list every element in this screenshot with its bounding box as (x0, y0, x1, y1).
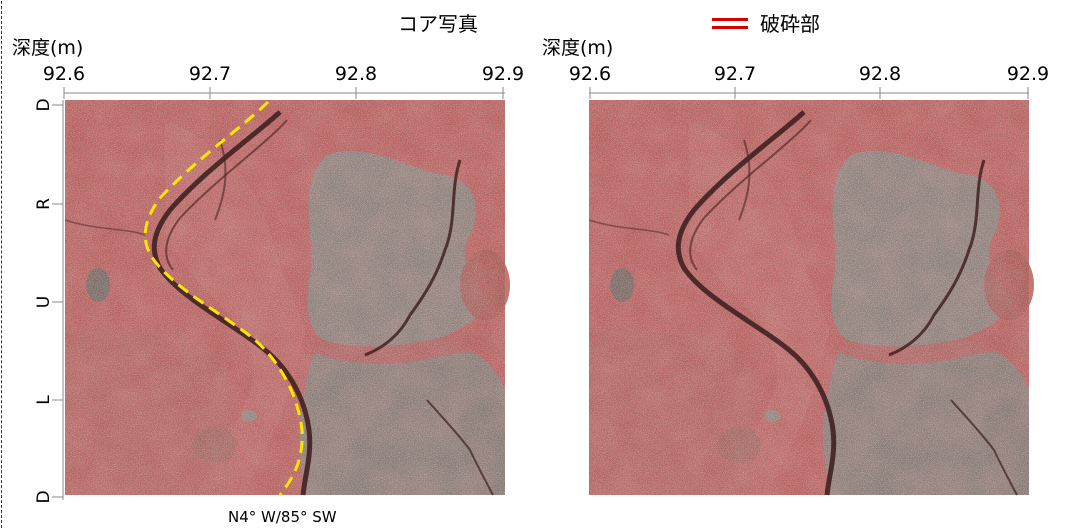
fracture-trace (143, 100, 304, 496)
figure-title: コア写真 (398, 12, 478, 36)
left-tick-label: 92.6 (42, 63, 86, 85)
right-x-axis (589, 87, 1029, 99)
left-panel (52, 87, 510, 500)
left-core-photo (65, 100, 510, 495)
right-tick-label: 92.9 (1006, 63, 1050, 85)
right-tick-label: 92.7 (713, 63, 757, 85)
orientation-label-d-bottom: D (34, 490, 54, 503)
orientation-label-r: R (34, 198, 54, 210)
legend-swatch-top (712, 18, 748, 21)
left-tick-label: 92.8 (334, 63, 378, 85)
right-panel (589, 87, 1034, 495)
legend-swatch-bottom (712, 26, 748, 29)
right-core-photo (589, 100, 1034, 495)
orientation-label-l: L (34, 395, 54, 405)
left-x-axis (63, 87, 505, 99)
right-axis-title: 深度(m) (542, 37, 614, 59)
left-tick-label: 92.7 (188, 63, 232, 85)
orientation-caption: N4° W/85° SW (228, 508, 337, 526)
orientation-label-d-top: D (34, 98, 54, 111)
left-axis-title: 深度(m) (12, 37, 84, 59)
left-tick-label: 92.9 (481, 63, 525, 85)
legend-label: 破砕部 (760, 12, 820, 36)
right-tick-label: 92.6 (568, 63, 612, 85)
orientation-label-u: U (34, 296, 54, 308)
right-tick-label: 92.8 (858, 63, 902, 85)
left-y-axis (52, 100, 64, 500)
orientation-labels: D R U L D (34, 98, 54, 503)
